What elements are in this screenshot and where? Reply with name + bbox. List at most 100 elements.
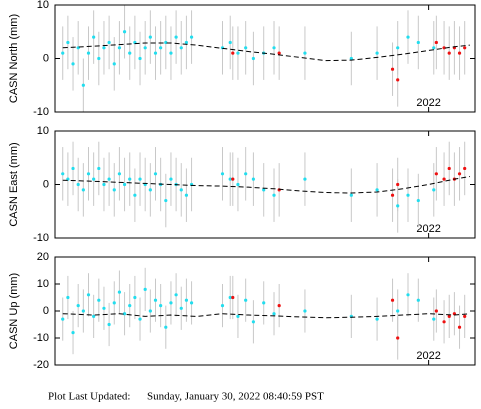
data-point xyxy=(457,172,462,176)
data-point xyxy=(92,314,96,318)
data-point xyxy=(434,172,438,176)
data-point xyxy=(86,51,91,55)
data-point xyxy=(81,188,85,192)
data-point xyxy=(396,182,400,187)
data-point xyxy=(228,40,232,45)
data-point xyxy=(71,62,75,66)
data-point xyxy=(107,40,111,45)
data-point xyxy=(463,314,467,318)
model-line xyxy=(62,313,470,319)
data-point xyxy=(92,35,96,39)
data-point xyxy=(228,295,232,300)
data-point xyxy=(174,35,178,39)
plot-frame xyxy=(54,4,476,113)
data-point xyxy=(184,193,189,197)
data-point xyxy=(184,40,189,45)
data-point xyxy=(220,172,225,176)
data-point xyxy=(122,30,127,34)
data-point xyxy=(71,166,75,171)
data-point xyxy=(262,188,266,192)
data-point xyxy=(61,317,65,321)
data-point xyxy=(447,166,451,171)
y-axis-label: CASN East (mm) xyxy=(8,142,20,226)
data-point xyxy=(447,51,451,55)
data-point xyxy=(138,177,142,181)
y-tick-label: 20 xyxy=(37,251,49,263)
data-point xyxy=(169,301,173,305)
data-point xyxy=(390,67,395,71)
data-point xyxy=(396,204,400,208)
data-point xyxy=(117,172,122,176)
data-point xyxy=(122,182,127,187)
y-tick-label: 10 xyxy=(37,0,49,11)
y-tick-label: 10 xyxy=(37,125,49,137)
data-point xyxy=(81,309,85,313)
data-point xyxy=(442,320,446,324)
data-point xyxy=(133,193,137,197)
data-point xyxy=(231,51,235,55)
data-point xyxy=(277,51,281,55)
data-point xyxy=(463,46,467,50)
data-point xyxy=(244,298,248,302)
data-point xyxy=(236,314,240,318)
y-axis-label: CASN Up (mm) xyxy=(8,273,20,349)
data-point xyxy=(349,193,353,197)
y-tick-label: -10 xyxy=(33,332,49,344)
data-point xyxy=(164,325,168,329)
y-tick-label: 0 xyxy=(43,52,49,64)
data-point xyxy=(236,51,240,55)
data-point xyxy=(251,56,256,61)
data-point xyxy=(102,306,106,310)
data-point xyxy=(303,309,307,313)
data-point xyxy=(102,182,106,187)
data-point xyxy=(92,177,96,181)
data-point xyxy=(432,46,436,50)
data-point xyxy=(251,320,256,324)
data-point xyxy=(112,301,116,305)
data-point xyxy=(179,306,183,310)
data-point xyxy=(76,304,80,308)
data-point xyxy=(97,298,101,302)
panel: CASN North (mm) 10 0 -10 2022 xyxy=(8,0,476,118)
data-point xyxy=(375,51,379,55)
data-point xyxy=(169,51,173,55)
data-point xyxy=(107,322,111,327)
data-point xyxy=(442,177,446,181)
data-point xyxy=(236,182,240,187)
data-point xyxy=(71,331,75,335)
y-tick-label: 0 xyxy=(43,178,49,190)
data-point xyxy=(272,193,276,197)
plot-frame xyxy=(54,130,476,239)
data-point xyxy=(189,35,194,39)
footer-label: Plot Last Updated: xyxy=(48,391,131,403)
data-point xyxy=(117,290,122,294)
data-point xyxy=(349,56,353,61)
x-tick-label: 2022 xyxy=(416,97,440,109)
data-point xyxy=(220,304,225,308)
data-point xyxy=(76,182,80,187)
data-point xyxy=(138,317,142,321)
footer-timestamp: Sunday, January 30, 2022 08:40:59 PST xyxy=(147,391,324,403)
data-point xyxy=(143,287,147,291)
data-point xyxy=(457,325,462,329)
data-point xyxy=(153,51,158,55)
data-point xyxy=(406,293,410,297)
data-point xyxy=(432,317,436,321)
data-point xyxy=(184,298,189,302)
data-point xyxy=(272,46,276,50)
data-point xyxy=(128,304,132,308)
data-point xyxy=(153,172,158,176)
data-point xyxy=(244,172,248,176)
data-point xyxy=(133,295,137,300)
data-point xyxy=(122,312,127,316)
data-point xyxy=(447,314,451,318)
data-point xyxy=(432,188,436,192)
y-tick-label: 10 xyxy=(37,278,49,290)
y-tick-label: 0 xyxy=(43,305,49,317)
data-point xyxy=(159,304,163,308)
data-point xyxy=(244,46,248,50)
data-point xyxy=(143,46,147,50)
data-point xyxy=(303,177,307,181)
data-point xyxy=(66,40,70,45)
